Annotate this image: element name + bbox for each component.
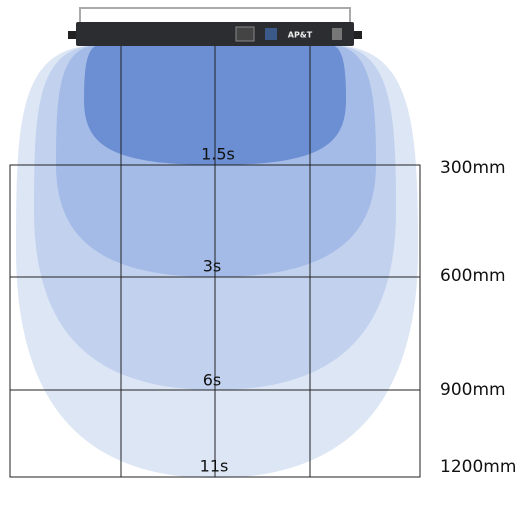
distance-label: 900mm (440, 380, 506, 400)
distance-label: 600mm (440, 266, 506, 286)
distance-label: 300mm (440, 158, 506, 178)
time-label: 1.5s (201, 145, 235, 164)
device: AP&T (68, 7, 362, 46)
time-label: 6s (203, 371, 222, 390)
time-label: 11s (200, 457, 229, 476)
time-label: 3s (203, 257, 222, 276)
distance-label: 1200mm (440, 457, 516, 477)
device-label: AP&T (288, 31, 313, 40)
